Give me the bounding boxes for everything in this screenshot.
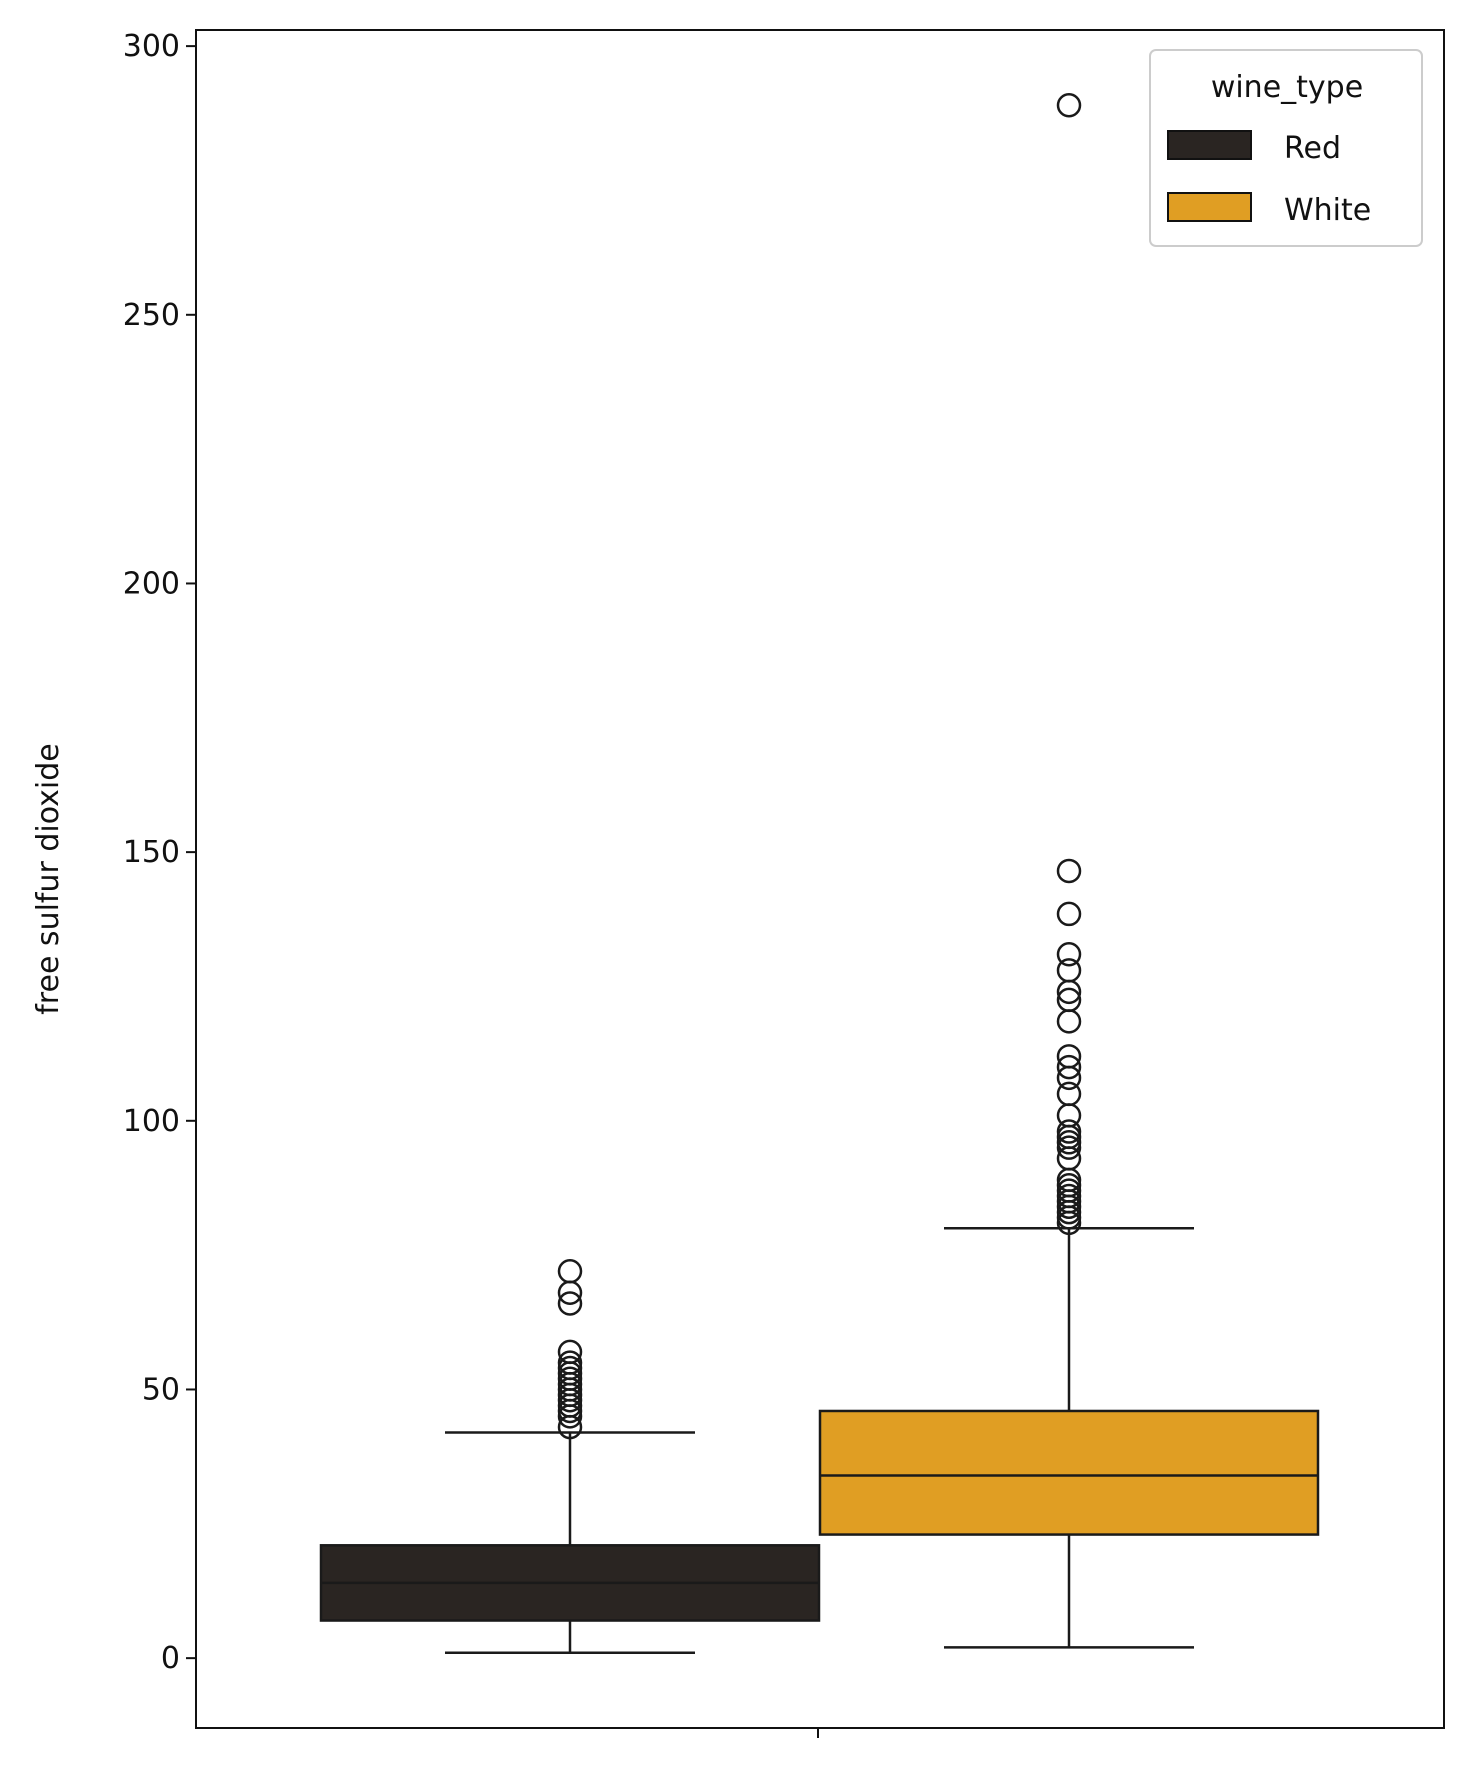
legend: wine_type Red White [1149,49,1423,247]
y-tick-label: 150 [123,835,180,870]
outlier-point-red [557,1350,583,1375]
legend-label-white: White [1284,193,1371,228]
outlier-point-white [1056,858,1082,884]
outlier-point-white [1056,901,1082,927]
outlier-point-white [1056,987,1082,1013]
outlier-point-white [1056,958,1082,983]
outlier-point-white [1056,1044,1082,1069]
y-tick-label: 200 [123,566,180,601]
box-white [818,92,1320,1649]
y-tick-label: 300 [123,29,180,64]
legend-title: wine_type [1211,70,1363,105]
outlier-point-red [557,1259,583,1284]
outlier-point-white [1056,1081,1082,1107]
outlier-point-red [557,1339,583,1365]
y-axis-label: free sulfur dioxide [31,743,66,1015]
plot-area [319,92,1320,1655]
outlier-point-white [1056,92,1082,118]
outlier-point-white [1056,1119,1082,1144]
outlier-point-white [1056,1054,1082,1080]
y-axis: 0 50 100 150 200 250 300 [123,29,196,1676]
legend-swatch-red [1167,130,1252,160]
y-tick-label: 100 [123,1104,180,1139]
outlier-point-red [557,1291,583,1316]
box-iqr-white [818,1409,1320,1536]
legend-label-red: Red [1284,131,1341,166]
y-tick-label: 0 [161,1641,180,1676]
legend-swatch-white [1167,192,1252,222]
box-red [319,1259,821,1655]
y-tick-label: 50 [142,1372,180,1407]
y-tick-label: 250 [123,298,180,333]
axes-frame [195,29,1445,1729]
outlier-point-white [1056,941,1082,967]
